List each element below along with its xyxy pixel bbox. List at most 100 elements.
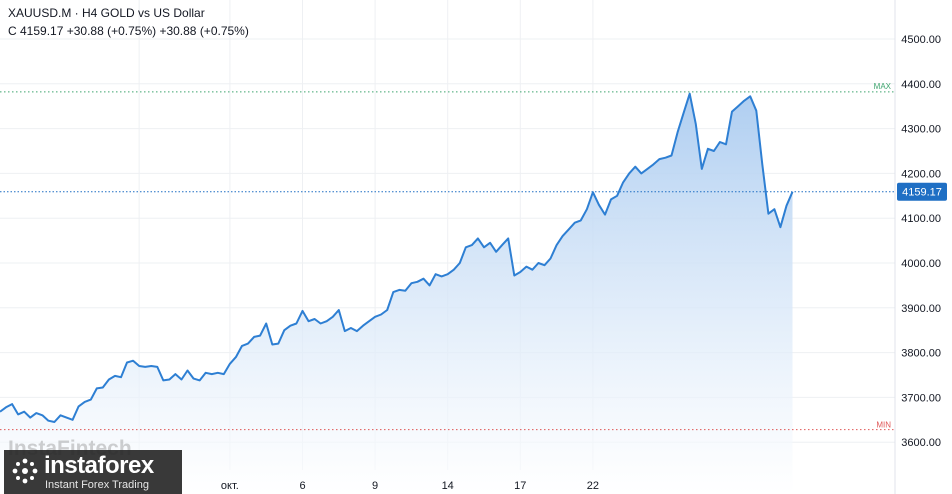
series-point — [465, 246, 467, 248]
y-tick-label: 4100.00 — [901, 213, 941, 225]
series-point — [525, 266, 527, 268]
series-point — [78, 405, 80, 407]
series-point — [90, 399, 92, 401]
y-tick-label: 3800.00 — [901, 348, 941, 360]
series-point — [47, 420, 49, 422]
series-point — [634, 166, 636, 168]
series-point — [537, 262, 539, 264]
series-point — [368, 320, 370, 322]
series-point — [665, 157, 667, 159]
series-point — [53, 421, 55, 423]
series-point — [374, 316, 376, 318]
brand-logo: instaforex Instant Forex Trading — [4, 450, 182, 494]
series-point — [35, 412, 37, 414]
series-point — [332, 316, 334, 318]
series-point — [689, 93, 691, 95]
x-tick-label: 14 — [442, 480, 454, 492]
series-point — [253, 336, 255, 338]
x-tick-label: 6 — [299, 480, 305, 492]
series-point — [713, 150, 715, 152]
series-point — [410, 282, 412, 284]
series-point — [72, 419, 74, 421]
series-point — [725, 143, 727, 145]
series-point — [223, 373, 225, 375]
series-point — [84, 401, 86, 403]
series-point — [429, 284, 431, 286]
series-point — [271, 344, 273, 346]
series-point — [283, 329, 285, 331]
series-point — [392, 291, 394, 293]
x-tick-label: 17 — [514, 480, 526, 492]
series-point — [132, 360, 134, 362]
series-point — [398, 289, 400, 291]
series-point — [23, 411, 25, 413]
series-point — [247, 343, 249, 345]
series-point — [138, 365, 140, 367]
series-point — [779, 226, 781, 228]
price-line-series — [0, 92, 794, 423]
series-point — [459, 262, 461, 264]
series-point — [259, 335, 261, 337]
series-point — [792, 191, 794, 193]
series-point — [277, 343, 279, 345]
series-point — [96, 387, 98, 389]
series-point — [604, 214, 606, 216]
x-tick-label: 9 — [372, 480, 378, 492]
series-point — [120, 376, 122, 378]
y-tick-label: 4500.00 — [901, 34, 941, 46]
series-point — [441, 275, 443, 277]
series-point — [749, 95, 751, 97]
series-point — [622, 181, 624, 183]
y-tick-label: 3700.00 — [901, 392, 941, 404]
x-tick-label: окт. — [221, 480, 239, 492]
y-tick-label: 4300.00 — [901, 124, 941, 136]
brand-subtitle: Instant Forex Trading — [45, 479, 149, 491]
series-point — [404, 290, 406, 292]
series-point — [453, 269, 455, 271]
series-point — [767, 213, 769, 215]
series-point — [773, 208, 775, 210]
series-point — [658, 158, 660, 160]
series-point — [126, 361, 128, 363]
series-point — [598, 204, 600, 206]
series-point — [156, 366, 158, 368]
series-point — [308, 320, 310, 322]
series-point — [640, 172, 642, 174]
series-point — [616, 195, 618, 197]
series-point — [568, 228, 570, 230]
series-point — [489, 242, 491, 244]
series-point — [205, 372, 207, 374]
series-point — [11, 403, 13, 405]
brand-name: instaforex — [44, 452, 154, 479]
y-tick-label: 4200.00 — [901, 168, 941, 180]
series-point — [5, 406, 7, 408]
series-point — [628, 172, 630, 174]
series-point — [544, 264, 546, 266]
series-point — [295, 322, 297, 324]
series-point — [671, 154, 673, 156]
series-point — [362, 325, 364, 327]
series-point — [416, 281, 418, 283]
series-point — [380, 314, 382, 316]
series-point — [719, 141, 721, 143]
last-price-badge-label: 4159.17 — [902, 187, 942, 199]
series-point — [562, 235, 564, 237]
price-area — [0, 93, 793, 494]
series-point — [695, 123, 697, 125]
series-point — [513, 275, 515, 277]
price-axis: 4500.00 4400.00 4300.00 4200.00 4100.00 4000.… — [897, 34, 947, 449]
series-point — [586, 208, 588, 210]
series-point — [652, 163, 654, 165]
series-point — [501, 244, 503, 246]
series-point — [187, 370, 189, 372]
series-point — [17, 413, 19, 415]
series-point — [181, 378, 183, 380]
series-point — [41, 414, 43, 416]
series-point — [229, 363, 231, 365]
x-tick-label: 22 — [587, 480, 599, 492]
series-point — [168, 378, 170, 380]
series-point — [755, 110, 757, 112]
chart-title: XAUUSD.M · H4 GOLD vs US Dollar — [8, 6, 205, 20]
series-point — [338, 309, 340, 311]
